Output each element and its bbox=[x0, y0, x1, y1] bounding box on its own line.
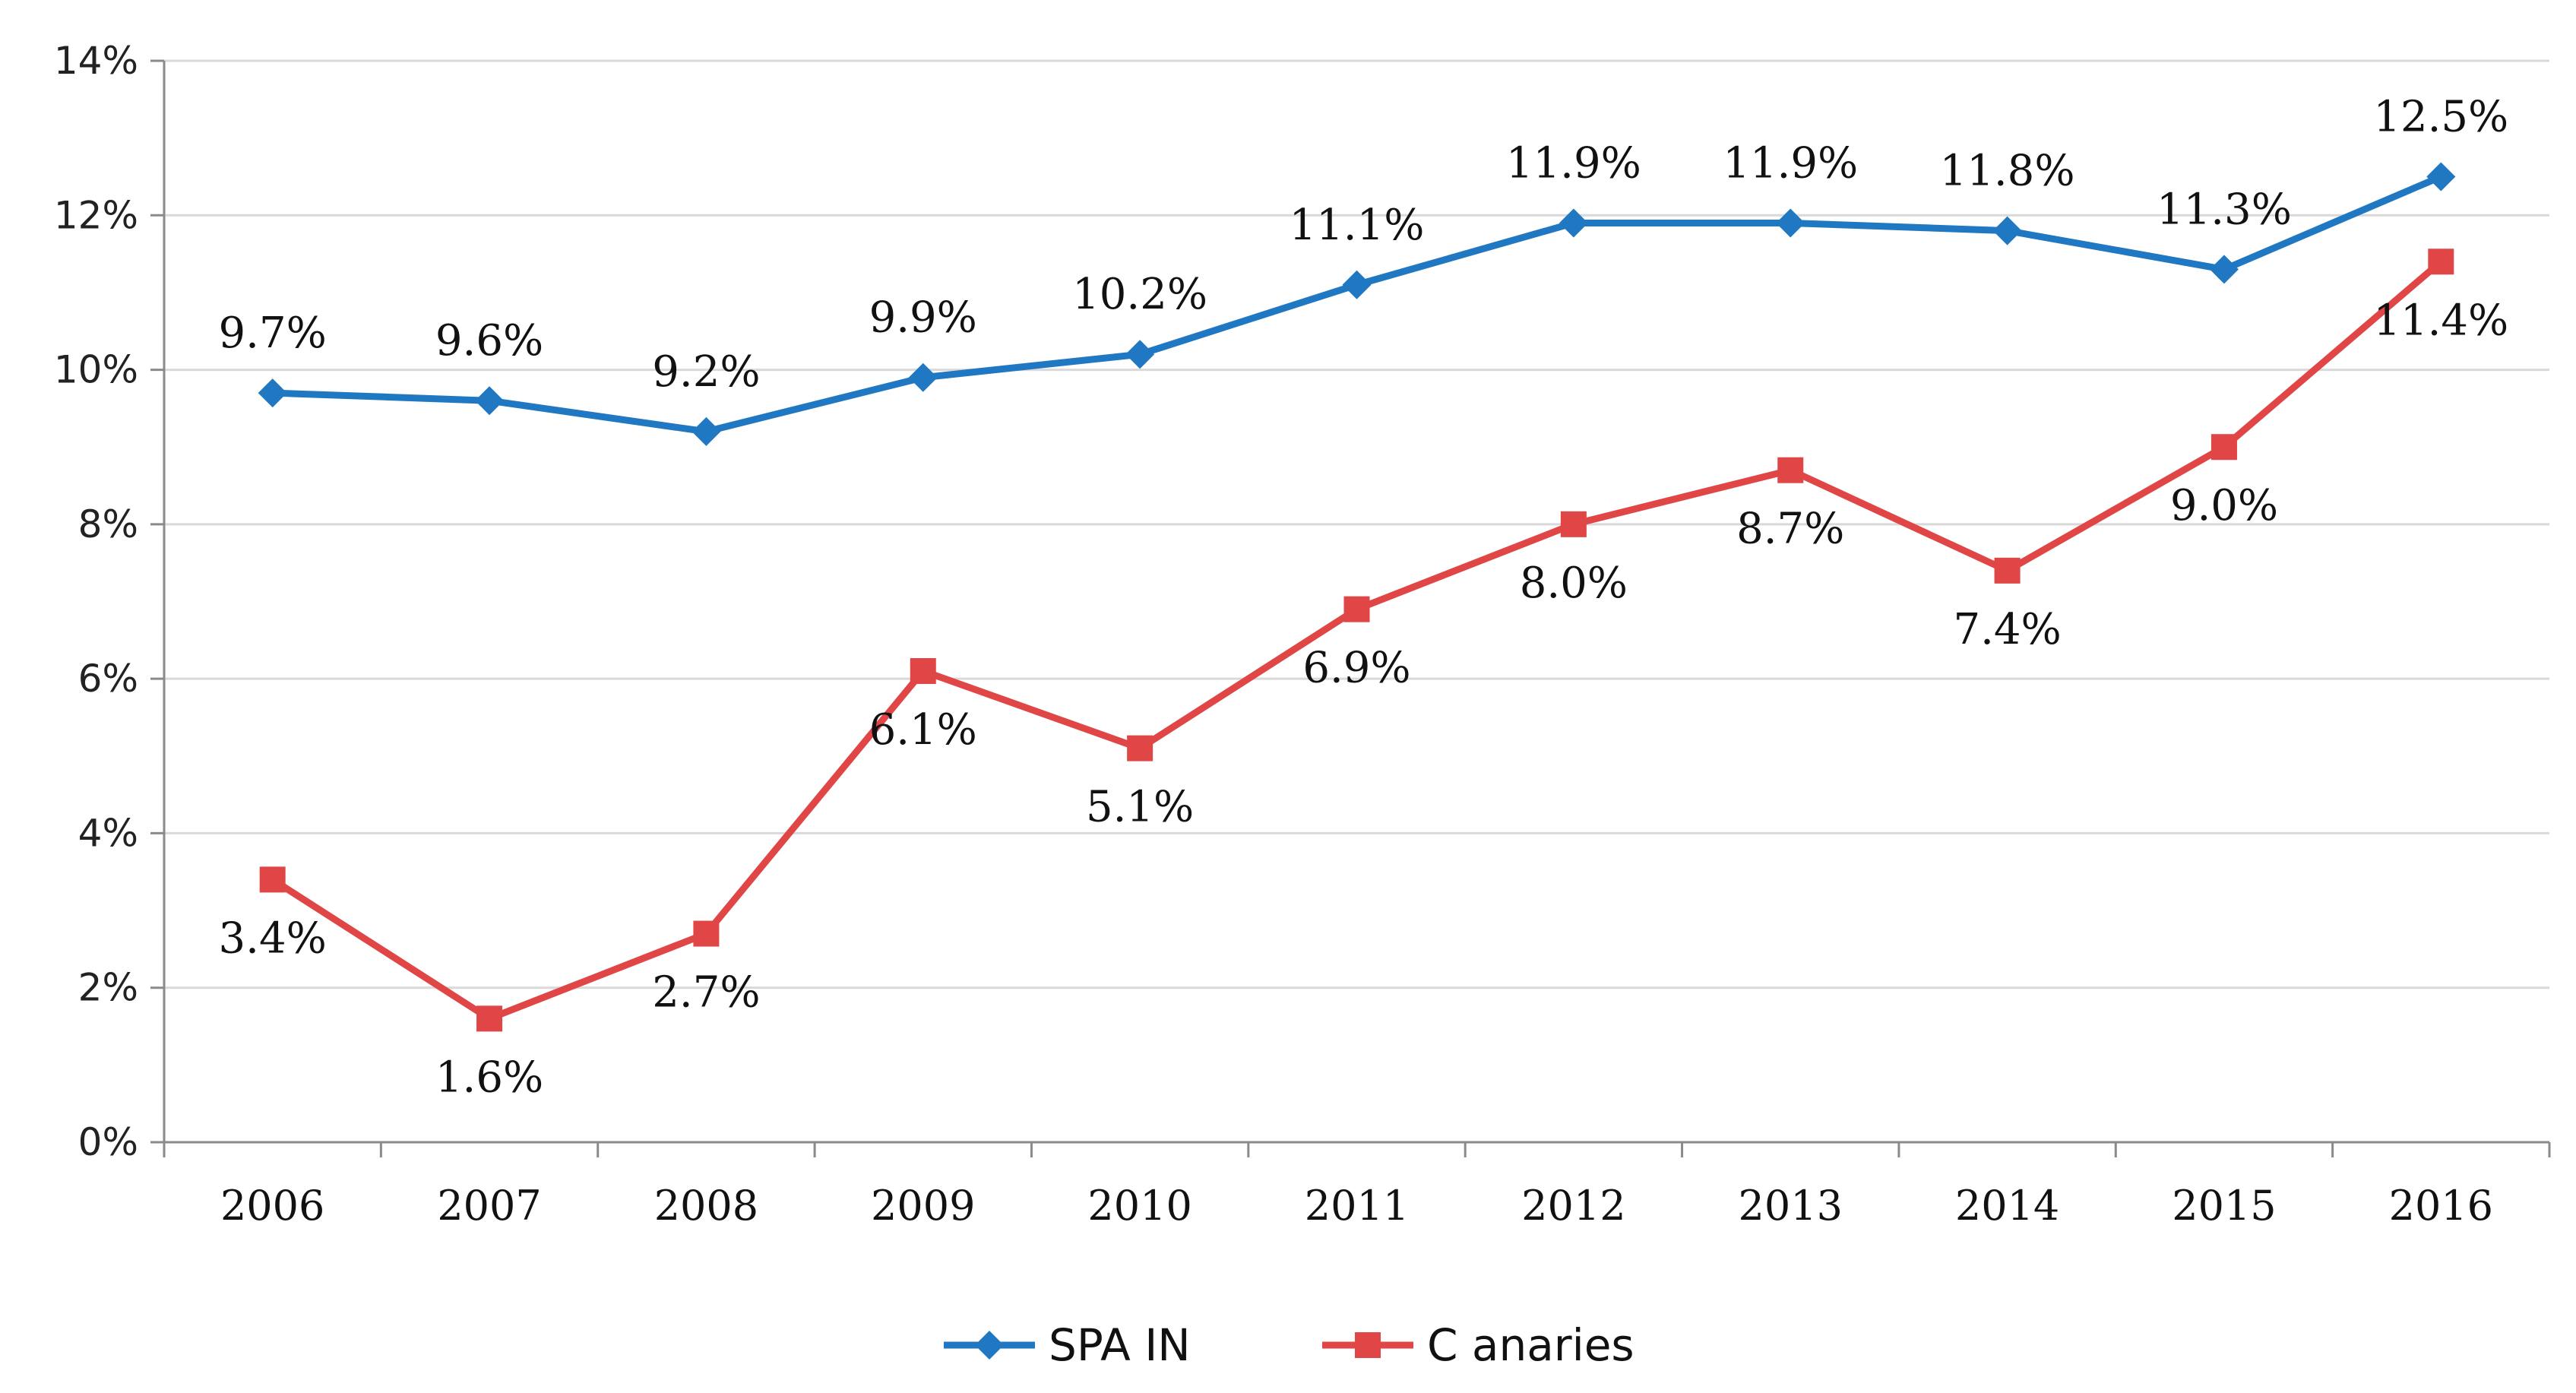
gridlines bbox=[164, 59, 2549, 989]
diamond-marker bbox=[1125, 340, 1155, 369]
square-marker bbox=[476, 1005, 503, 1032]
data-label: 9.7% bbox=[219, 309, 327, 358]
x-tick-label: 2007 bbox=[437, 1182, 541, 1230]
series-1 bbox=[259, 249, 2454, 1032]
data-label: 11.9% bbox=[1723, 138, 1858, 188]
series-group bbox=[258, 162, 2456, 1032]
y-tick-label: 12% bbox=[54, 193, 138, 237]
x-tick-label: 2013 bbox=[1739, 1182, 1843, 1230]
axes: 0% 2% 4% 6% 8% 10% 12% 14% 2006 2007 2008 2009 2010 2… bbox=[54, 39, 2551, 1230]
data-label: 8.0% bbox=[1520, 559, 1628, 608]
data-label: 11.4% bbox=[2373, 296, 2508, 345]
data-label: 5.1% bbox=[1086, 783, 1194, 832]
x-tick-label: 2008 bbox=[654, 1182, 758, 1230]
y-tick-label: 2% bbox=[78, 966, 138, 1010]
diamond-marker bbox=[691, 416, 721, 446]
square-marker bbox=[693, 920, 720, 947]
legend-label: C anaries bbox=[1427, 1319, 1635, 1371]
y-tick-label: 8% bbox=[78, 502, 138, 546]
diamond-marker bbox=[1342, 270, 1372, 299]
diamond-marker bbox=[2209, 255, 2239, 284]
square-marker bbox=[1994, 557, 2021, 584]
data-label: 11.3% bbox=[2157, 185, 2292, 234]
data-label: 9.9% bbox=[869, 293, 977, 343]
y-tick-label: 0% bbox=[78, 1120, 138, 1164]
square-marker bbox=[910, 657, 936, 684]
square-marker bbox=[259, 866, 286, 893]
diamond-marker bbox=[908, 362, 938, 392]
legend-square-marker bbox=[1355, 1332, 1381, 1358]
data-label: 9.0% bbox=[2170, 481, 2278, 530]
diamond-marker bbox=[1559, 208, 1588, 238]
x-tick-label: 2015 bbox=[2172, 1182, 2276, 1230]
square-marker bbox=[1560, 511, 1587, 537]
diamond-marker bbox=[1776, 208, 1805, 238]
y-tick-label: 10% bbox=[54, 348, 138, 392]
data-label: 11.8% bbox=[1940, 147, 2075, 196]
x-tick-label: 2011 bbox=[1305, 1182, 1409, 1230]
legend: SPA IN C anaries bbox=[944, 1319, 1635, 1371]
diamond-marker bbox=[258, 378, 287, 408]
legend-item-1: C anaries bbox=[1322, 1319, 1635, 1371]
square-marker bbox=[1777, 457, 1804, 483]
x-tick-label: 2010 bbox=[1087, 1182, 1191, 1230]
legend-diamond-marker bbox=[975, 1331, 1004, 1360]
data-label: 9.6% bbox=[435, 316, 543, 366]
square-marker bbox=[2210, 434, 2237, 461]
data-labels: 9.7% 9.6% 9.2% 9.9% 10.2% 11.1% 11.9% 11.9% 11.8… bbox=[219, 92, 2509, 1102]
data-label: 2.7% bbox=[652, 968, 760, 1018]
data-label: 3.4% bbox=[219, 913, 327, 963]
y-tick-label: 14% bbox=[54, 39, 138, 83]
diamond-marker bbox=[2426, 162, 2456, 192]
diamond-marker bbox=[1992, 216, 2022, 245]
data-label: 6.9% bbox=[1302, 644, 1410, 693]
square-marker bbox=[2428, 249, 2454, 275]
data-label: 11.1% bbox=[1290, 201, 1425, 250]
data-label: 7.4% bbox=[1953, 605, 2061, 654]
data-label: 11.9% bbox=[1506, 138, 1641, 188]
legend-item-0: SPA IN bbox=[944, 1319, 1191, 1371]
data-label: 8.7% bbox=[1736, 505, 1844, 554]
y-tick-label: 4% bbox=[78, 811, 138, 855]
x-tick-label: 2009 bbox=[871, 1182, 975, 1230]
data-label: 12.5% bbox=[2373, 92, 2508, 141]
data-label: 10.2% bbox=[1072, 270, 1207, 319]
data-label: 1.6% bbox=[435, 1053, 543, 1102]
y-tick-label: 6% bbox=[78, 657, 138, 701]
series-0 bbox=[258, 162, 2456, 446]
x-tick-label: 2016 bbox=[2389, 1182, 2493, 1230]
diamond-marker bbox=[475, 386, 505, 416]
series-line bbox=[269, 258, 2445, 1022]
x-tick-label: 2014 bbox=[1955, 1182, 2059, 1230]
x-tick-label: 2006 bbox=[220, 1182, 324, 1230]
x-tick-label: 2012 bbox=[1521, 1182, 1625, 1230]
square-marker bbox=[1127, 735, 1154, 761]
square-marker bbox=[1343, 596, 1370, 622]
data-label: 9.2% bbox=[652, 347, 760, 397]
legend-label: SPA IN bbox=[1049, 1319, 1191, 1371]
data-label: 6.1% bbox=[869, 705, 977, 755]
